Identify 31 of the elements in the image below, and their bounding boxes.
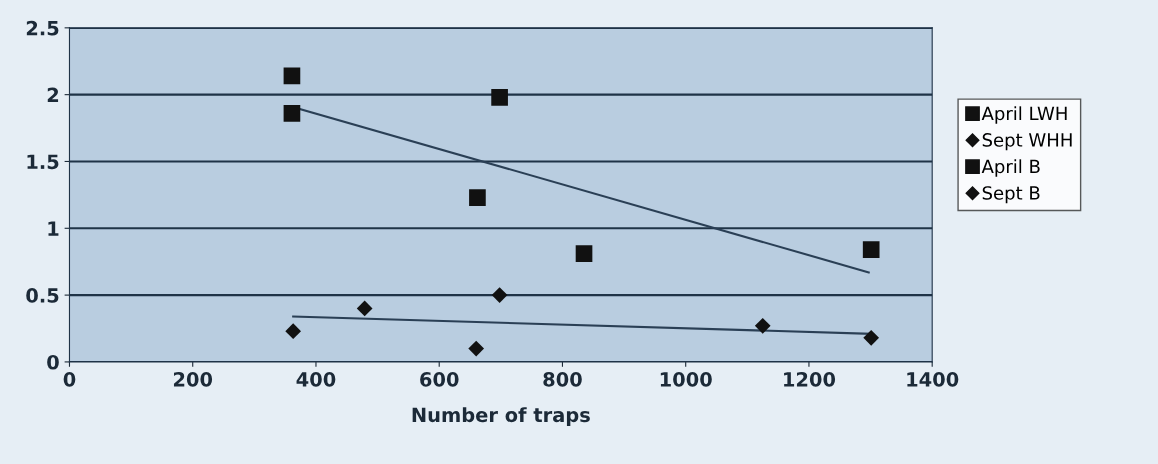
legend-label: April B (981, 159, 1040, 177)
y-tick-label: 1 (48, 221, 59, 236)
point (863, 330, 880, 346)
y-tick-label: 0.5 (26, 288, 59, 303)
point (469, 189, 486, 206)
point (491, 287, 508, 303)
y-tick-label: 2 (47, 87, 59, 103)
point (491, 89, 508, 106)
x-tick-label: 200 (173, 371, 213, 387)
point (283, 67, 301, 85)
y-tick-label: 0 (47, 354, 59, 370)
point (862, 241, 880, 258)
legend-label: Sept WHH (982, 133, 1072, 151)
point (468, 340, 485, 357)
x-axis-title: Number of traps (412, 407, 590, 426)
x-tick-label: 1400 (907, 371, 959, 387)
point (575, 245, 593, 263)
y-tick-label: 2.5 (26, 20, 59, 36)
x-tick-label: 0 (63, 371, 76, 387)
point (754, 317, 771, 334)
x-tick-label: 1000 (660, 371, 712, 387)
x-tick-label: 1200 (784, 371, 836, 387)
legend-label: April LWH (981, 106, 1067, 124)
point (356, 300, 373, 317)
point (283, 105, 301, 122)
x-tick-label: 800 (543, 371, 582, 387)
x-tick-label: 400 (296, 371, 336, 387)
y-tick-label: 1.5 (27, 154, 59, 170)
point (285, 323, 302, 340)
legend-label: Sept B (982, 186, 1040, 204)
x-tick-label: 600 (420, 371, 459, 387)
